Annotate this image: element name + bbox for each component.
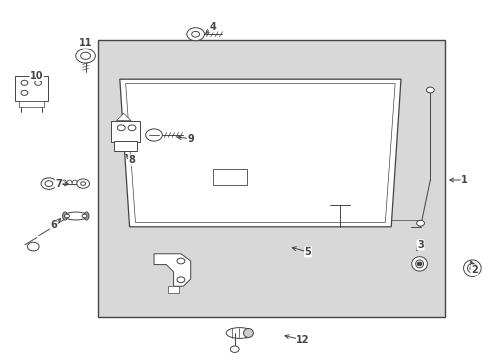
Circle shape (177, 277, 184, 283)
Ellipse shape (62, 212, 67, 220)
Text: 7: 7 (55, 179, 62, 189)
Circle shape (145, 129, 162, 141)
Text: 9: 9 (187, 134, 194, 144)
Text: 2: 2 (470, 265, 477, 275)
Circle shape (81, 52, 90, 59)
Text: 3: 3 (416, 240, 423, 250)
Ellipse shape (467, 264, 476, 273)
Text: 11: 11 (79, 38, 92, 48)
Circle shape (426, 87, 433, 93)
Circle shape (469, 266, 474, 270)
Text: 4: 4 (209, 22, 216, 32)
Circle shape (76, 49, 95, 63)
Polygon shape (19, 101, 44, 107)
Circle shape (177, 258, 184, 264)
Text: 5: 5 (304, 247, 311, 257)
Ellipse shape (415, 260, 423, 268)
Circle shape (27, 242, 39, 251)
Text: 12: 12 (296, 335, 309, 345)
Bar (114, 141, 137, 151)
Ellipse shape (411, 257, 427, 271)
Circle shape (35, 80, 41, 85)
Text: 6: 6 (50, 220, 57, 230)
Circle shape (416, 262, 421, 266)
Text: 1: 1 (460, 175, 467, 185)
Circle shape (77, 179, 89, 188)
Bar (15, 76, 48, 101)
Text: 8: 8 (128, 155, 135, 165)
Circle shape (45, 181, 53, 186)
Ellipse shape (64, 212, 87, 220)
Circle shape (21, 80, 28, 85)
Circle shape (81, 182, 85, 185)
Circle shape (416, 220, 424, 226)
Circle shape (128, 125, 136, 131)
Circle shape (41, 178, 57, 189)
Circle shape (230, 346, 239, 352)
Ellipse shape (84, 212, 89, 220)
Circle shape (191, 31, 199, 37)
Polygon shape (120, 79, 400, 227)
Circle shape (21, 90, 28, 95)
Circle shape (64, 214, 69, 218)
Polygon shape (116, 113, 131, 121)
Text: 10: 10 (30, 71, 43, 81)
Polygon shape (154, 254, 190, 286)
Ellipse shape (243, 328, 253, 338)
Circle shape (117, 125, 125, 131)
Bar (212, 169, 246, 185)
Circle shape (82, 214, 87, 218)
Ellipse shape (225, 328, 253, 338)
Polygon shape (167, 286, 179, 293)
Ellipse shape (463, 260, 480, 276)
Circle shape (186, 28, 204, 41)
Bar (111, 121, 140, 142)
Bar (98, 40, 444, 317)
